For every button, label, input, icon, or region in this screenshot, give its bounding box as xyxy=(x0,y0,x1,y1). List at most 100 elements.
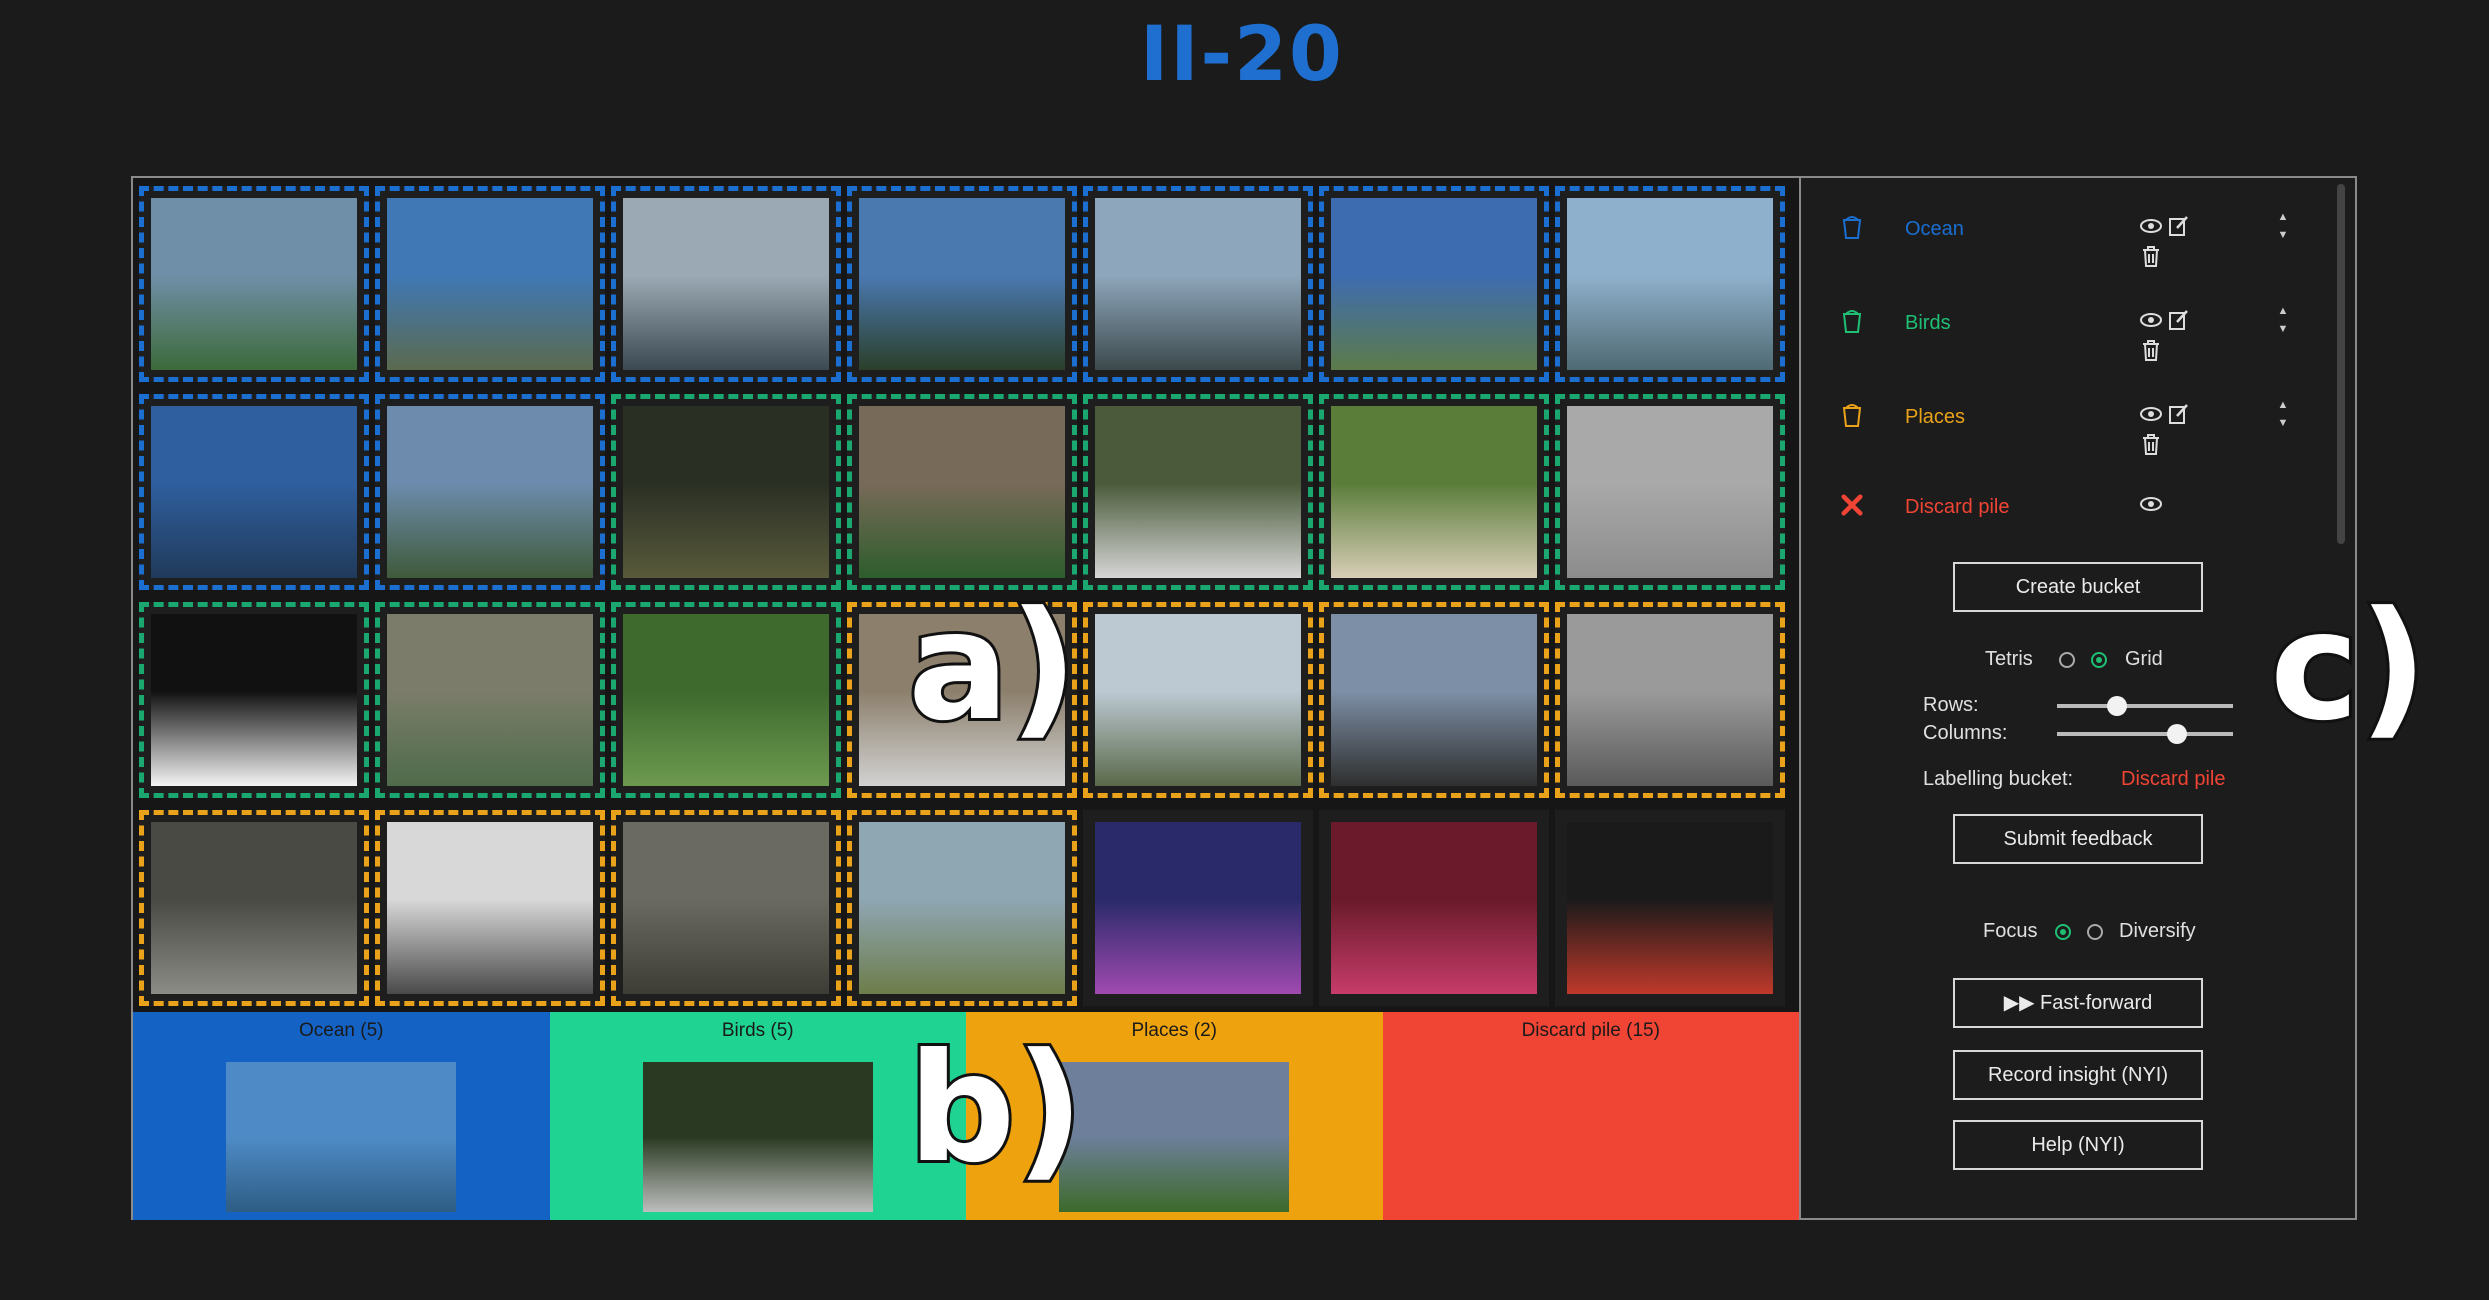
grid-image xyxy=(151,614,357,786)
image-grid xyxy=(137,184,1795,1014)
region-label-c: c) xyxy=(2267,580,2431,754)
grid-image-tile[interactable] xyxy=(139,394,369,590)
grid-image-tile[interactable] xyxy=(611,602,841,798)
bucket-row-places[interactable]: Places ▲ ▼ xyxy=(1841,396,2321,455)
reorder-arrows[interactable]: ▲ ▼ xyxy=(2277,305,2289,335)
labelling-bucket-value[interactable]: Discard pile xyxy=(2121,768,2226,790)
eye-icon[interactable] xyxy=(2139,402,2163,426)
grid-image xyxy=(1095,614,1301,786)
eye-icon[interactable] xyxy=(2139,492,2163,516)
grid-image-tile[interactable] xyxy=(1319,186,1549,382)
bucket-drop-zone[interactable]: Discard pile (15) xyxy=(1382,1012,1799,1220)
grid-image-tile[interactable] xyxy=(611,186,841,382)
grid-image xyxy=(1567,406,1773,578)
grid-image-tile[interactable] xyxy=(1083,186,1313,382)
grid-image-tile[interactable] xyxy=(611,394,841,590)
columns-slider-knob[interactable] xyxy=(2166,724,2187,744)
bucket-name: Birds xyxy=(1905,312,1951,334)
bucket-row-ocean[interactable]: Ocean ▲ ▼ xyxy=(1841,208,2321,267)
bucket-drop-zone-label: Places (2) xyxy=(1131,1020,1218,1041)
grid-image-tile[interactable] xyxy=(1083,810,1313,1006)
grid-image-tile[interactable] xyxy=(1083,602,1313,798)
eye-icon[interactable] xyxy=(2139,308,2163,332)
grid-image xyxy=(1331,406,1537,578)
grid-image xyxy=(151,198,357,370)
eye-icon[interactable] xyxy=(2139,214,2163,238)
grid-image-tile[interactable] xyxy=(139,602,369,798)
grid-image-tile[interactable] xyxy=(1319,602,1549,798)
grid-image-tile[interactable] xyxy=(139,810,369,1006)
trash-icon[interactable] xyxy=(2139,244,2163,268)
tetris-label: Tetris xyxy=(1985,648,2033,670)
bucket-row-birds[interactable]: Birds ▲ ▼ xyxy=(1841,302,2321,361)
focus-radio[interactable] xyxy=(2055,924,2071,940)
grid-image-tile[interactable] xyxy=(375,186,605,382)
grid-image-tile[interactable] xyxy=(1083,394,1313,590)
grid-image xyxy=(387,822,593,994)
create-bucket-button[interactable]: Create bucket xyxy=(1953,562,2203,612)
grid-image xyxy=(1567,614,1773,786)
help-button[interactable]: Help (NYI) xyxy=(1953,1120,2203,1170)
bucket-drop-zone[interactable]: Birds (5) xyxy=(549,1012,966,1220)
grid-image xyxy=(859,822,1065,994)
grid-image-tile[interactable] xyxy=(1555,810,1785,1006)
bucket-icon xyxy=(1842,404,1862,427)
bucket-drop-zone-label: Discard pile (15) xyxy=(1521,1020,1660,1041)
reorder-arrows[interactable]: ▲ ▼ xyxy=(2277,211,2289,241)
grid-image-tile[interactable] xyxy=(847,602,1077,798)
grid-image-tile[interactable] xyxy=(611,810,841,1006)
focus-label: Focus xyxy=(1983,920,2038,942)
bucket-drop-zone-label: Birds (5) xyxy=(721,1020,794,1041)
rows-slider-knob[interactable] xyxy=(2106,696,2127,716)
grid-image-tile[interactable] xyxy=(1555,186,1785,382)
region-label-b: b) xyxy=(905,1022,1087,1196)
grid-image xyxy=(623,822,829,994)
grid-image xyxy=(1331,198,1537,370)
grid-image-tile[interactable] xyxy=(1555,394,1785,590)
bucket-drop-zone[interactable]: Places (2) xyxy=(966,1012,1383,1220)
region-label-a: a) xyxy=(905,580,1081,754)
grid-image-tile[interactable] xyxy=(847,186,1077,382)
diversify-label: Diversify xyxy=(2119,920,2196,942)
trash-icon[interactable] xyxy=(2139,432,2163,456)
grid-radio[interactable] xyxy=(2091,652,2107,668)
columns-slider[interactable] xyxy=(2057,724,2233,744)
grid-image-tile[interactable] xyxy=(1319,394,1549,590)
grid-image-tile[interactable] xyxy=(139,186,369,382)
grid-image xyxy=(623,406,829,578)
bucket-drop-zone[interactable]: Ocean (5) xyxy=(133,1012,550,1220)
grid-image-tile[interactable] xyxy=(847,810,1077,1006)
grid-image xyxy=(623,614,829,786)
side-panel: Ocean ▲ ▼ Birds ▲ ▼ Places ▲ ▼ Discard pile Crea… xyxy=(1799,178,2355,1218)
grid-image xyxy=(151,406,357,578)
grid-image-tile[interactable] xyxy=(375,602,605,798)
discard-pile-row[interactable]: Discard pile xyxy=(1841,486,2321,526)
grid-image xyxy=(859,614,1065,786)
main-frame: Ocean (5) Birds (5) Places (2) Discard pile… xyxy=(131,176,2357,1220)
reorder-arrows[interactable]: ▲ ▼ xyxy=(2277,399,2289,429)
grid-image-tile[interactable] xyxy=(375,394,605,590)
tetris-radio[interactable] xyxy=(2059,652,2075,668)
edit-icon[interactable] xyxy=(2167,402,2191,426)
grid-image xyxy=(1095,822,1301,994)
panel-scrollbar[interactable] xyxy=(2337,184,2345,544)
record-insight-button[interactable]: Record insight (NYI) xyxy=(1953,1050,2203,1100)
grid-image xyxy=(859,406,1065,578)
bucket-name: Ocean xyxy=(1905,218,1964,240)
grid-image-tile[interactable] xyxy=(375,810,605,1006)
bucket-bar: Ocean (5) Birds (5) Places (2) Discard pile… xyxy=(133,1012,1799,1220)
fast-forward-button[interactable]: ▶▶ Fast-forward xyxy=(1953,978,2203,1028)
grid-image-tile[interactable] xyxy=(1319,810,1549,1006)
grid-image xyxy=(387,614,593,786)
edit-icon[interactable] xyxy=(2167,308,2191,332)
submit-feedback-button[interactable]: Submit feedback xyxy=(1953,814,2203,864)
discard-pile-label: Discard pile xyxy=(1905,496,2010,518)
edit-icon[interactable] xyxy=(2167,214,2191,238)
grid-image-tile[interactable] xyxy=(847,394,1077,590)
grid-image-tile[interactable] xyxy=(1555,602,1785,798)
diversify-radio[interactable] xyxy=(2087,924,2103,940)
rows-label: Rows: xyxy=(1923,694,1979,716)
rows-slider[interactable] xyxy=(2057,696,2233,716)
trash-icon[interactable] xyxy=(2139,338,2163,362)
grid-image xyxy=(151,822,357,994)
